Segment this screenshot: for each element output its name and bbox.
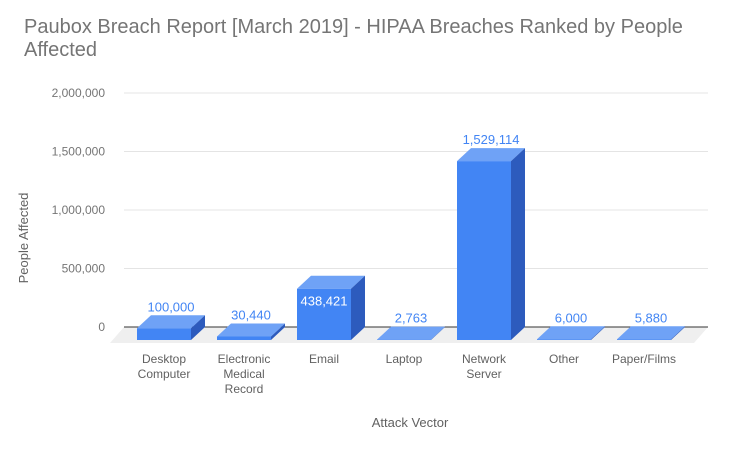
bar-side-face bbox=[271, 323, 285, 340]
y-tick-label: 1,000,000 bbox=[52, 203, 106, 217]
value-label-email: 438,421 bbox=[301, 294, 348, 309]
bar-desktop-computer[interactable] bbox=[137, 315, 205, 340]
value-label-laptop: 2,763 bbox=[395, 311, 428, 326]
bar-side-face bbox=[671, 326, 685, 340]
category-label-laptop: Laptop bbox=[386, 352, 423, 366]
value-label-desktop-computer: 100,000 bbox=[148, 299, 195, 314]
bar-top-face bbox=[377, 326, 445, 340]
y-tick-label: 0 bbox=[98, 320, 105, 334]
bar-side-face bbox=[191, 315, 205, 340]
y-tick-label: 1,500,000 bbox=[52, 145, 106, 159]
value-label-electronic-medical-record: 30,440 bbox=[231, 307, 271, 322]
y-axis-title: People Affected bbox=[16, 193, 31, 284]
value-label-paper-films: 5,880 bbox=[635, 310, 668, 325]
value-label-network-server: 1,529,114 bbox=[463, 132, 520, 147]
bar-paper-films[interactable] bbox=[617, 326, 685, 340]
bar-email[interactable] bbox=[297, 275, 365, 340]
category-label-other: Other bbox=[549, 352, 579, 366]
category-label-paper-films: Paper/Films bbox=[612, 352, 676, 366]
bar-side-face bbox=[591, 326, 605, 340]
value-label-other: 6,000 bbox=[555, 310, 588, 325]
bar-other[interactable] bbox=[537, 326, 605, 340]
bar-front-face bbox=[217, 336, 271, 340]
bar-front-face bbox=[457, 161, 511, 340]
category-label-network-server: Network Server bbox=[462, 352, 507, 381]
bar-front-face bbox=[537, 339, 591, 340]
bar-electronic-medical-record[interactable] bbox=[217, 323, 285, 340]
bar-top-face bbox=[617, 326, 685, 340]
bar-side-face bbox=[351, 275, 365, 340]
bar-top-face bbox=[297, 275, 365, 289]
chart-title: Paubox Breach Report [March 2019] - HIPA… bbox=[24, 16, 683, 61]
bar-front-face bbox=[137, 328, 191, 340]
bar-top-face bbox=[217, 323, 285, 337]
category-label-electronic-medical-record: Electronic Medical Record bbox=[218, 352, 271, 396]
bar-side-face bbox=[431, 326, 445, 340]
bar-front-face bbox=[297, 288, 351, 340]
bar-front-face bbox=[617, 339, 671, 340]
bar-side-face bbox=[511, 148, 525, 340]
bar-laptop[interactable] bbox=[377, 326, 445, 340]
bar-top-face bbox=[537, 326, 605, 340]
y-tick-label: 500,000 bbox=[62, 262, 106, 276]
bar-top-face bbox=[137, 315, 205, 329]
category-label-email: Email bbox=[309, 352, 339, 366]
bar-top-face bbox=[457, 148, 525, 162]
x-axis-title: Attack Vector bbox=[372, 415, 449, 430]
y-tick-label: 2,000,000 bbox=[52, 86, 106, 100]
category-label-desktop-computer: Desktop Computer bbox=[138, 352, 191, 381]
bar-network-server[interactable] bbox=[457, 148, 525, 340]
